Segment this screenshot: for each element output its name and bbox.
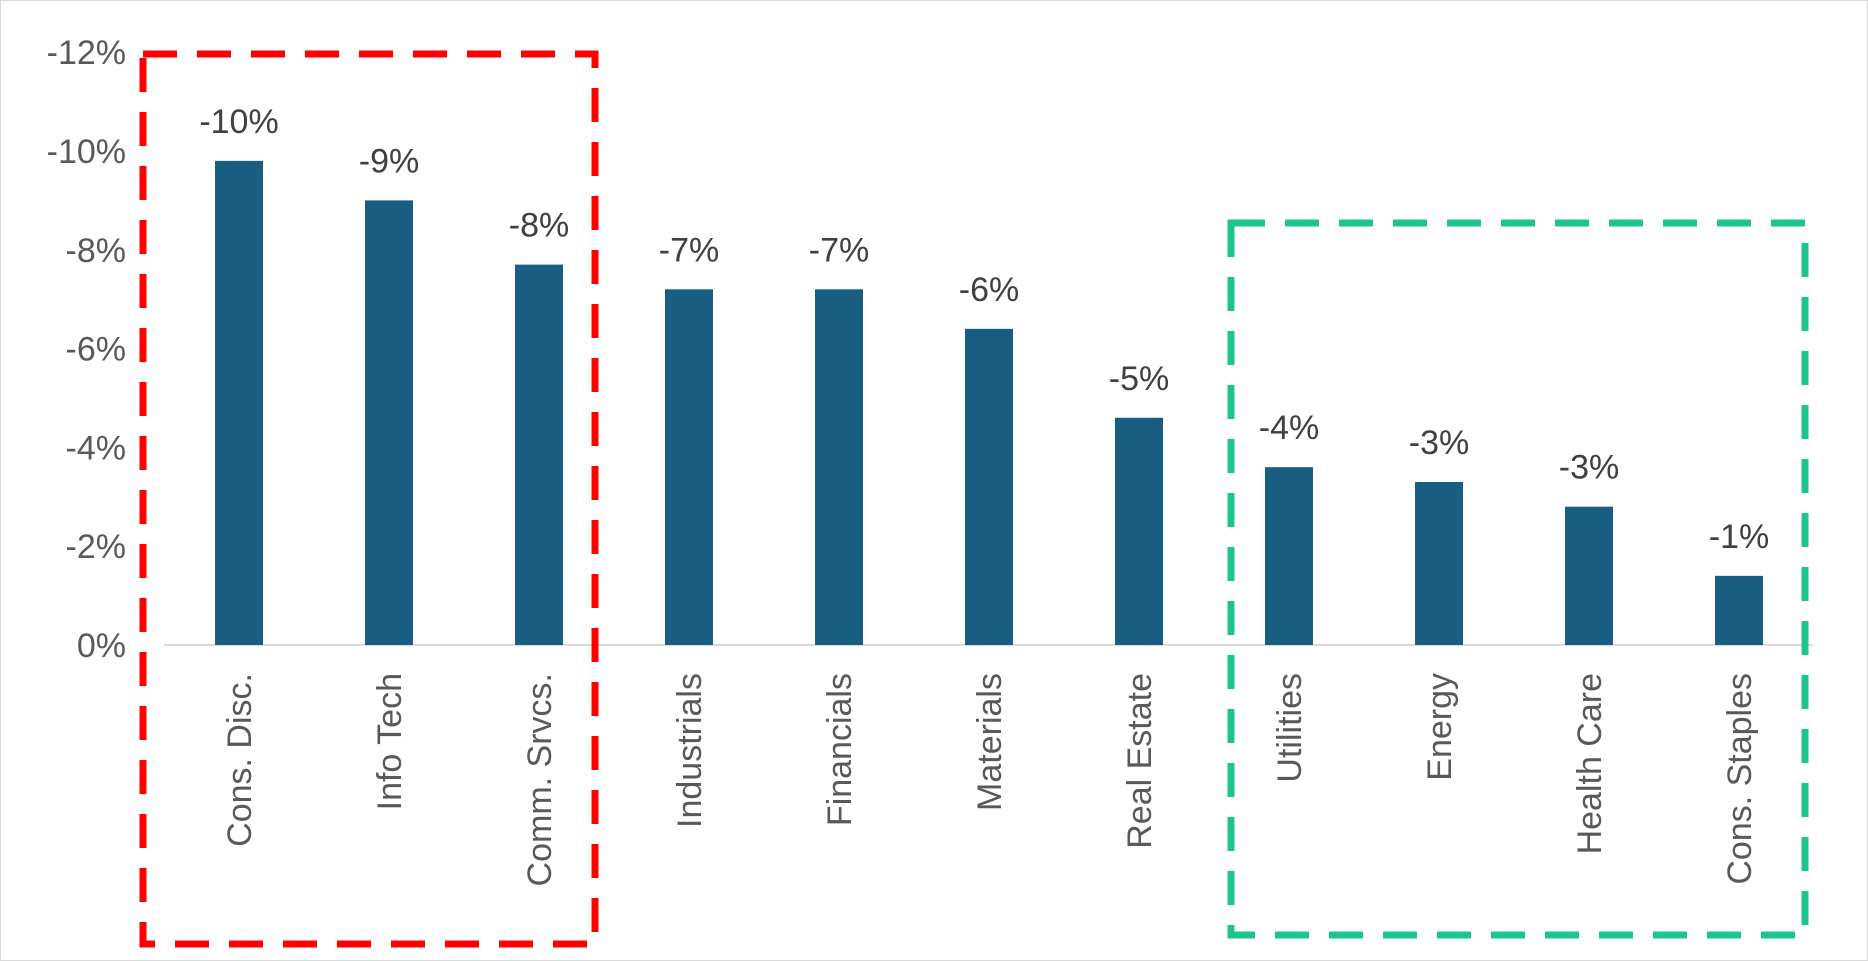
y-tick-label: -4% <box>66 429 126 467</box>
highlight-boxes <box>139 50 1809 948</box>
category-label: Health Care <box>1571 673 1609 854</box>
y-tick-label: 0% <box>77 627 126 665</box>
y-tick-label: -10% <box>47 133 126 171</box>
category-label: Cons. Disc. <box>221 673 259 847</box>
bar <box>1265 467 1313 645</box>
y-tick-label: -12% <box>47 34 126 72</box>
bar <box>1565 506 1613 645</box>
bar <box>965 328 1013 645</box>
category-label: Utilities <box>1271 673 1309 783</box>
category-label: Materials <box>971 673 1009 811</box>
bars <box>215 160 1763 645</box>
y-tick-label: -6% <box>66 331 126 369</box>
category-label: Industrials <box>671 673 709 828</box>
highlight-box-best <box>1227 219 1809 939</box>
bar <box>815 289 863 645</box>
data-label: -3% <box>1559 449 1619 487</box>
data-label: -9% <box>359 142 419 180</box>
data-label: -1% <box>1709 518 1769 556</box>
y-tick-label: -2% <box>66 528 126 566</box>
bar <box>1715 575 1763 645</box>
data-label: -6% <box>959 271 1019 309</box>
bar <box>1415 481 1463 645</box>
y-tick-label: -8% <box>66 232 126 270</box>
data-label: -5% <box>1109 360 1169 398</box>
bar <box>215 160 263 645</box>
data-label: -4% <box>1259 409 1319 447</box>
bar <box>515 264 563 645</box>
category-label: Info Tech <box>371 673 409 810</box>
highlight-box-worst <box>139 50 599 948</box>
bar <box>365 200 413 645</box>
category-label: Real Estate <box>1121 673 1159 849</box>
category-label: Comm. Srvcs. <box>521 673 559 886</box>
category-label: Cons. Staples <box>1721 673 1759 885</box>
category-label: Financials <box>821 673 859 826</box>
y-axis-ticks: 0% -2% -4% -6% -8% -10% -12% <box>47 34 126 665</box>
data-label: -3% <box>1409 424 1469 462</box>
data-labels: -10% -9% -8% -7% -7% -6% -5% -4% -3% -3% -1% <box>199 103 1769 556</box>
data-label: -7% <box>809 231 869 269</box>
bar <box>1115 417 1163 645</box>
data-label: -10% <box>199 103 278 141</box>
data-label: -7% <box>659 231 719 269</box>
bar <box>665 289 713 645</box>
category-label: Energy <box>1421 673 1459 781</box>
data-label: -8% <box>509 207 569 245</box>
category-labels: Cons. Disc. Info Tech Comm. Srvcs. Industri… <box>221 673 1759 886</box>
